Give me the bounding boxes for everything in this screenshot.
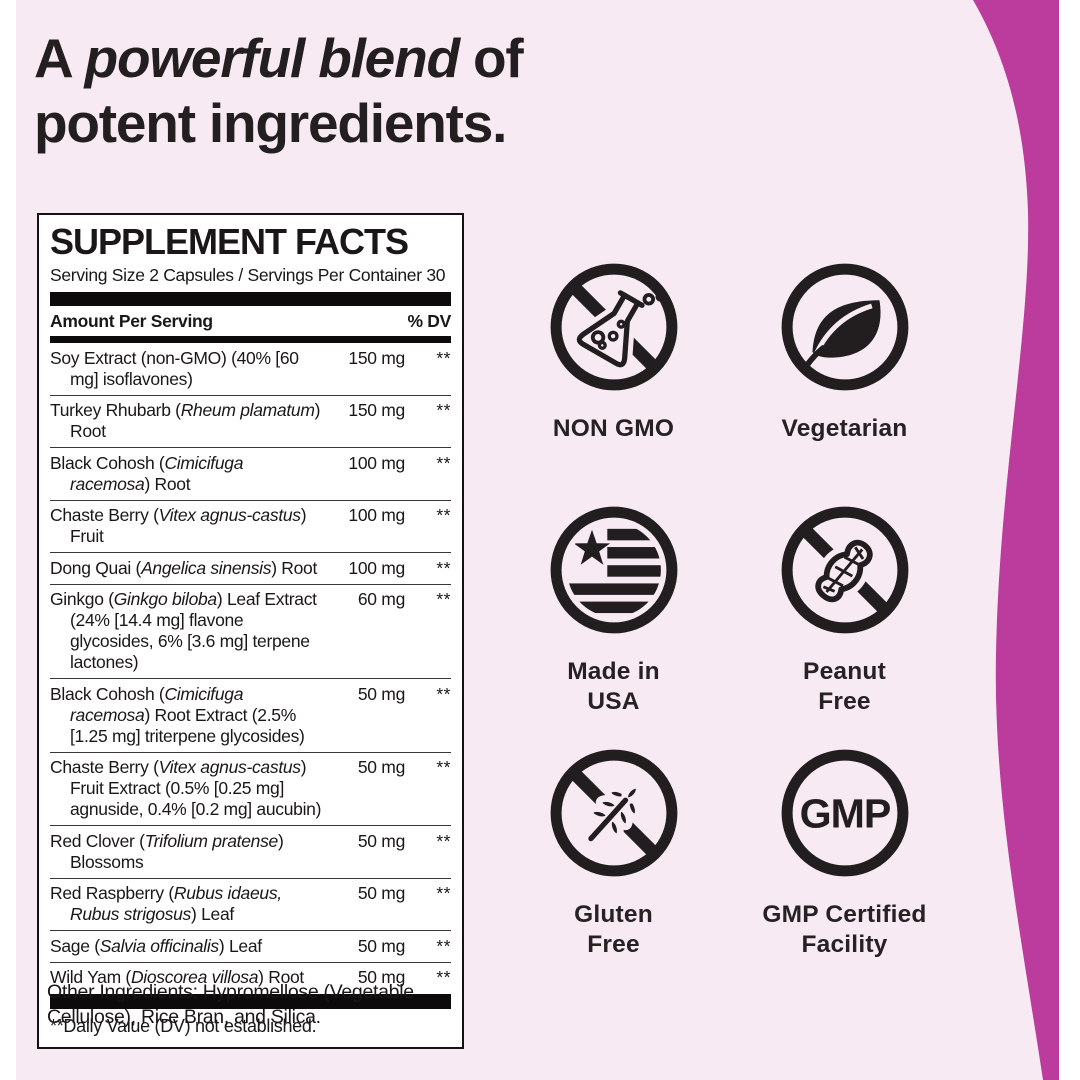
ingredient-name: Dong Quai (Angelica sinensis) Root — [50, 557, 318, 578]
ingredient-dv: ** — [436, 935, 451, 956]
ingredient-amount: 50 mg — [357, 967, 405, 987]
divider-bar-thick — [50, 292, 451, 306]
ingredient-dv: ** — [436, 347, 451, 368]
ingredient-name: Chaste Berry (Vitex agnus-castus) Fruit … — [50, 757, 322, 819]
table-row: Soy Extract (non-GMO) (40% [60 mg] isofl… — [50, 343, 451, 396]
table-row: Red Clover (Trifolium pratense) Blossoms… — [50, 826, 451, 879]
badge-gluten-free: Gluten Free — [498, 746, 729, 989]
badge-peanut-free: Peanut Free — [729, 503, 960, 746]
divider-bar-footer — [50, 994, 451, 1009]
ingredient-name: Red Raspberry (Rubus idaeus, Rubus strig… — [50, 883, 282, 924]
badge-made-in-usa-flag: Made in USA — [498, 503, 729, 746]
headline: A powerful blend of potent ingredients. — [34, 26, 934, 156]
headline-line2: potent ingredients. — [34, 92, 507, 154]
badge-label: Peanut Free — [803, 658, 886, 715]
table-header-row: Amount Per Serving % DV — [50, 306, 451, 336]
ingredient-name: Sage (Salvia officinalis) Leaf — [50, 935, 262, 956]
badge-non-gmo: NON GMO — [498, 260, 729, 503]
table-row: Turkey Rhubarb (Rheum plamatum) Root 150 … — [50, 396, 451, 448]
table-row: Black Cohosh (Cimicifuga racemosa) Root … — [50, 679, 451, 753]
peanut-free-icon — [778, 503, 912, 637]
gmp-icon: GMP — [778, 746, 912, 880]
ingredient-dv: ** — [436, 830, 451, 851]
badge-label: Vegetarian — [781, 415, 908, 442]
table-row: Chaste Berry (Vitex agnus-castus) Fruit 1… — [50, 501, 451, 553]
ingredient-dv: ** — [436, 452, 451, 473]
badge-label: Made in USA — [567, 658, 660, 715]
ingredient-name: Black Cohosh (Cimicifuga racemosa) Root … — [50, 683, 305, 746]
vegetarian-leaf-icon — [778, 260, 912, 394]
ingredient-name: Chaste Berry (Vitex agnus-castus) Fruit — [50, 505, 307, 546]
badge-vegetarian-leaf: Vegetarian — [729, 260, 960, 503]
badges-grid: NON GMO Vegetarian Made in USA Peanut Free — [498, 260, 960, 989]
ingredient-dv: ** — [436, 967, 451, 987]
headline-line1: A powerful blend of — [34, 27, 524, 89]
daily-value-footnote: **Daily Value (DV) not established. — [50, 1016, 317, 1036]
table-row: Chaste Berry (Vitex agnus-castus) Fruit … — [50, 753, 451, 826]
supplement-rows: Soy Extract (non-GMO) (40% [60 mg] isofl… — [50, 343, 451, 993]
ingredient-dv: ** — [436, 683, 451, 704]
badge-label: GMP Certified Facility — [762, 901, 927, 958]
ingredient-amount: 50 mg — [357, 830, 405, 851]
ingredient-name: Ginkgo (Ginkgo biloba) Leaf Extract (24%… — [50, 589, 317, 672]
ingredient-amount: 50 mg — [357, 757, 405, 777]
gluten-free-icon — [547, 746, 681, 880]
table-row: Red Raspberry (Rubus idaeus, Rubus strig… — [50, 879, 451, 931]
headline-emphasis: powerful blend — [84, 27, 460, 89]
non-gmo-icon — [547, 260, 681, 394]
badge-gmp: GMP GMP Certified Facility — [729, 746, 960, 989]
ingredient-name: Red Clover (Trifolium pratense) Blossoms — [50, 830, 284, 872]
table-row: Sage (Salvia officinalis) Leaf 50 mg ** — [50, 931, 451, 963]
serving-size-line: Serving Size 2 Capsules / Servings Per C… — [50, 265, 446, 285]
ingredient-amount: 50 mg — [357, 883, 405, 903]
amount-per-serving-header: Amount Per Serving — [50, 311, 213, 331]
ingredient-amount: 150 mg — [348, 347, 405, 368]
divider-bar-medium — [50, 336, 451, 343]
ingredient-dv: ** — [436, 400, 451, 420]
ingredient-amount: 150 mg — [348, 400, 405, 420]
table-row: Dong Quai (Angelica sinensis) Root 100 mg… — [50, 553, 451, 585]
other-ingredients-text: Other Ingredients: Hypromellose (Vegetab… — [47, 981, 414, 1028]
table-row: Wild Yam (Dioscorea villosa) Root 50 mg ** — [50, 963, 451, 994]
ingredient-dv: ** — [436, 505, 451, 525]
table-row: Black Cohosh (Cimicifuga racemosa) Root 1… — [50, 448, 451, 501]
ingredient-amount: 100 mg — [348, 557, 405, 578]
ingredient-name: Wild Yam (Dioscorea villosa) Root — [50, 967, 304, 987]
svg-text:GMP: GMP — [799, 790, 890, 836]
ingredient-name: Turkey Rhubarb (Rheum plamatum) Root — [50, 400, 321, 441]
badge-label: NON GMO — [552, 415, 675, 442]
ingredient-dv: ** — [436, 557, 451, 578]
ingredient-dv: ** — [436, 757, 451, 777]
percent-dv-header: % DV — [407, 311, 451, 331]
ingredient-dv: ** — [436, 589, 451, 609]
supplement-facts-panel: SUPPLEMENT FACTS Serving Size 2 Capsules… — [37, 213, 464, 1049]
ingredient-amount: 100 mg — [348, 505, 405, 525]
ingredient-amount: 50 mg — [357, 683, 405, 704]
ingredient-amount: 60 mg — [357, 589, 405, 609]
table-row: Ginkgo (Ginkgo biloba) Leaf Extract (24%… — [50, 585, 451, 679]
ingredient-amount: 50 mg — [357, 935, 405, 956]
ingredient-amount: 100 mg — [348, 452, 405, 473]
made-in-usa-flag-icon — [547, 503, 681, 637]
supplement-facts-title: SUPPLEMENT FACTS — [50, 221, 409, 262]
ingredient-name: Black Cohosh (Cimicifuga racemosa) Root — [50, 452, 244, 494]
ingredient-name: Soy Extract (non-GMO) (40% [60 mg] isofl… — [50, 347, 299, 389]
ingredient-dv: ** — [436, 883, 451, 903]
badge-label: Gluten Free — [574, 901, 653, 958]
